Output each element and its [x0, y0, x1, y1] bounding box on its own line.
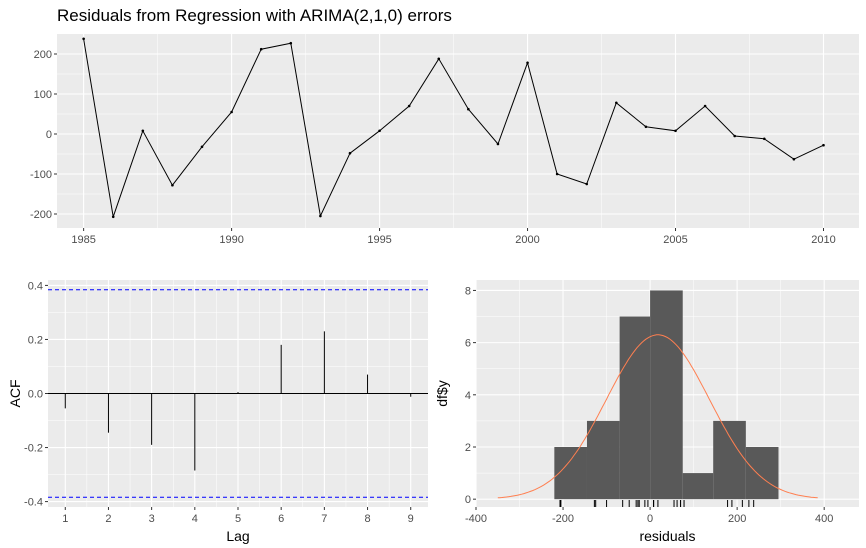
histogram-bar	[682, 473, 714, 500]
residual-series-line	[83, 38, 824, 218]
x-tick-label: 4	[192, 513, 198, 525]
x-tick-label: 200	[728, 513, 746, 525]
residual-point	[526, 61, 529, 65]
residual-point	[230, 110, 233, 114]
histogram-bar	[554, 446, 587, 500]
histogram-bar	[650, 290, 683, 500]
x-tick-label: -200	[552, 513, 574, 525]
residual-point	[171, 183, 174, 187]
x-tick-label: 5	[235, 513, 241, 525]
x-tick-label: 0	[647, 513, 653, 525]
x-tick-label: 8	[364, 513, 370, 525]
y-tick-label: -0.2	[24, 443, 43, 455]
y-tick-label: 0.2	[28, 334, 43, 346]
residual-histogram-panel: -400 -200 0 200 400 0 2 4 6 8 residuals df$y	[434, 280, 859, 544]
y-tick-label: -0.4	[24, 497, 43, 509]
y-tick-label: 100	[34, 89, 52, 101]
histogram-bar	[713, 420, 746, 500]
residual-point	[141, 129, 145, 133]
residual-point	[111, 215, 115, 219]
y-tick-label: -200	[30, 209, 52, 221]
residual-point	[644, 125, 648, 129]
residual-point	[259, 47, 263, 51]
histogram-bar	[619, 316, 651, 500]
x-tick-label: -400	[465, 513, 487, 525]
acf-panel: 1 2 3 4 5 6 7 8 9 -0.4 -0.2 0.0 0.2 0.4 Lag ACF	[7, 280, 428, 544]
y-tick-label: 2	[465, 442, 471, 454]
x-tick-label: 7	[321, 513, 327, 525]
residual-point	[319, 214, 322, 218]
x-tick-label: 1995	[367, 234, 391, 246]
x-axis-title: residuals	[639, 528, 695, 544]
histogram-bar	[745, 446, 779, 500]
x-tick-label: 1985	[71, 234, 95, 246]
residual-point	[437, 57, 441, 61]
x-tick-label: 9	[408, 513, 414, 525]
residual-point	[82, 37, 85, 41]
y-tick-label: 0	[46, 129, 52, 141]
residual-point	[496, 142, 500, 146]
residual-point	[615, 101, 618, 105]
y-axis-title: df$y	[434, 380, 450, 406]
y-axis-title: ACF	[7, 380, 23, 408]
x-tick-label: 3	[149, 513, 155, 525]
residual-point	[822, 143, 825, 147]
y-tick-label: 200	[34, 49, 52, 61]
y-tick-label: 4	[465, 390, 471, 402]
residual-point	[585, 182, 589, 186]
x-tick-label: 2000	[515, 234, 539, 246]
residual-point	[467, 107, 470, 111]
residual-point	[289, 41, 293, 45]
residual-point	[378, 129, 381, 133]
y-tick-label: 6	[465, 338, 471, 350]
normal-density-curve	[497, 334, 818, 499]
residual-point	[407, 104, 411, 108]
y-tick-label: 0	[465, 494, 471, 506]
x-tick-label: 400	[815, 513, 833, 525]
x-tick-label: 6	[278, 513, 284, 525]
x-tick-label: 1990	[219, 234, 243, 246]
chart-title: Residuals from Regression with ARIMA(2,1…	[57, 6, 452, 25]
residual-point	[200, 145, 204, 149]
residual-point	[762, 137, 766, 141]
residual-time-series-panel: 1985 1990 1995 2000 2005 2010 -200 -100 0 100 200	[30, 34, 859, 246]
y-tick-label: -100	[30, 169, 52, 181]
residual-point	[733, 134, 737, 138]
x-tick-label: 2005	[663, 234, 687, 246]
residual-point	[674, 129, 677, 133]
histogram-bar	[586, 420, 620, 500]
panel-background	[57, 34, 859, 228]
y-tick-label: 0.4	[28, 280, 43, 292]
x-tick-label: 2010	[811, 234, 835, 246]
residual-point	[703, 104, 707, 108]
x-axis-title: Lag	[226, 528, 249, 544]
x-tick-label: 1	[62, 513, 68, 525]
residual-point	[348, 151, 352, 155]
y-tick-label: 0.0	[28, 389, 43, 401]
residual-point	[792, 157, 796, 161]
residual-point	[555, 172, 559, 176]
x-tick-label: 2	[105, 513, 111, 525]
y-tick-label: 8	[465, 285, 471, 297]
